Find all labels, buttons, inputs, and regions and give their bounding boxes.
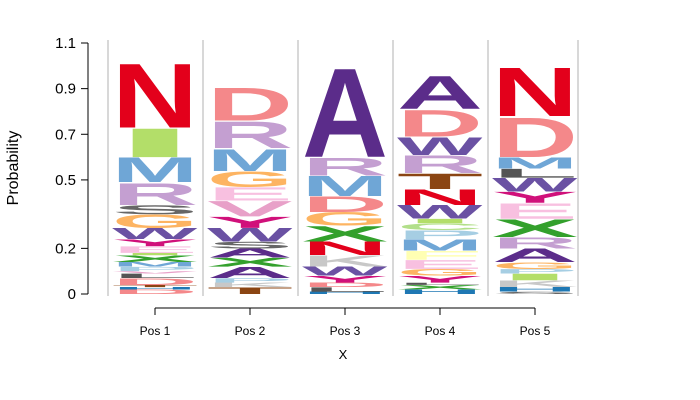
logo-letter-A: A <box>207 246 293 260</box>
y-tick-label: 0.5 <box>55 172 76 189</box>
logo-letter-S: S <box>112 203 198 217</box>
axes-layer: 0 0.2 0.5 0.7 0.9 1.1 Pos 1 Pos 2 Pos 3 Pos 4 Pos … <box>55 35 551 338</box>
logo-letter-P: P <box>397 228 483 242</box>
logo-letter-V: V <box>112 271 198 275</box>
logo-letter-D: D <box>302 192 388 217</box>
logo-letter-Y: Y <box>302 274 388 285</box>
logo-letter-E: E <box>112 244 198 255</box>
logo-letter-W: W <box>397 202 483 223</box>
x-tick-label: Pos 4 <box>425 324 456 338</box>
logo-letter-K: K <box>302 252 388 270</box>
logo-letter-H: H <box>397 288 483 295</box>
logo-letter-D: D <box>112 276 198 287</box>
logo-letter-C: C <box>397 222 483 233</box>
logo-letter-X: X <box>397 284 483 291</box>
logo-letter-M: M <box>492 154 578 172</box>
logo-letter-L: L <box>397 282 483 286</box>
logo-letter-N: N <box>492 53 578 131</box>
logo-letter-R: R <box>207 114 293 157</box>
x-tick-label: Pos 1 <box>140 324 171 338</box>
logo-letter-E: E <box>207 183 293 204</box>
logo-letter-D: D <box>302 281 388 288</box>
logo-letter-G: G <box>397 267 483 278</box>
logo-letter-M: M <box>207 143 293 178</box>
logo-letter-N: N <box>397 185 483 210</box>
logo-letter-I: I <box>112 252 198 256</box>
x-tick-label: Pos 2 <box>235 324 266 338</box>
logo-letter-I: I <box>397 218 483 225</box>
logo-letter-N: N <box>302 238 388 259</box>
y-axis-title: Probability <box>5 131 22 206</box>
logo-letter-D: D <box>207 78 293 131</box>
logo-letter-P: P <box>207 277 293 284</box>
logo-letter-I: I <box>492 272 578 283</box>
logo-letter-W: W <box>302 264 387 278</box>
x-tick-label: Pos 5 <box>520 324 551 338</box>
logo-letter-W: W <box>207 224 293 245</box>
logo-letter-E: E <box>397 258 483 272</box>
logo-letter-R: R <box>492 234 578 252</box>
logo-letter-V: V <box>207 196 293 221</box>
logo-letter-L: L <box>302 286 388 293</box>
logo-letter-N: N <box>112 44 198 147</box>
logo-letter-K: K <box>492 279 578 290</box>
x-axis-title: X <box>339 347 348 362</box>
logo-letter-T: T <box>112 284 198 288</box>
logo-letter-I: I <box>112 120 198 166</box>
x-tick-label: Pos 3 <box>330 324 361 338</box>
logo-letter-W: W <box>492 174 578 195</box>
logo-letter-R: R <box>112 177 198 212</box>
logo-letter-T: T <box>397 169 483 194</box>
logo-letter-M: M <box>302 170 388 202</box>
logo-letter-K: K <box>207 281 293 288</box>
logo-letter-D: D <box>397 102 483 145</box>
logo-letter-T: T <box>207 286 293 297</box>
logo-letter-H: H <box>112 287 198 291</box>
logo-letter-X: X <box>302 221 388 246</box>
logo-letter-E: E <box>492 199 578 224</box>
logo-letter-X: X <box>207 255 293 269</box>
logo-letter-L: L <box>492 166 578 180</box>
y-tick-label: 1.1 <box>55 35 76 52</box>
logo-letter-Y: Y <box>112 238 198 249</box>
logo-letter-S: S <box>492 291 578 295</box>
logo-letter-G: G <box>207 167 293 192</box>
logo-letter-G: G <box>302 208 388 229</box>
logo-letter-Y: Y <box>207 214 293 232</box>
logo-letter-A: A <box>302 44 388 185</box>
logo-letter-A: A <box>207 264 293 282</box>
logo-letter-X: X <box>112 254 198 265</box>
glyph-layer: DHTDLVPMXIEYWGSRMINTKPAXASWYVEGMRDHLDYWK… <box>107 40 579 297</box>
y-tick-label: 0.7 <box>55 126 76 143</box>
logo-letter-Y: Y <box>492 189 578 207</box>
y-tick-label: 0 <box>68 286 76 303</box>
logo-letter-G: G <box>112 211 198 232</box>
logo-letter-P: P <box>492 268 578 275</box>
logo-letter-W: W <box>397 132 483 160</box>
y-tick-label: 0.9 <box>55 81 76 98</box>
logo-letter-M: M <box>397 236 483 254</box>
y-tick-label: 0.2 <box>55 240 76 257</box>
logo-letter-L: L <box>112 272 198 279</box>
logo-letter-R: R <box>302 153 388 181</box>
logo-letter-X: X <box>492 214 578 242</box>
logo-letter-A: A <box>492 245 578 266</box>
logo-letter-M: M <box>112 261 198 268</box>
logo-letter-G: G <box>492 260 578 271</box>
logo-letter-R: R <box>397 150 483 178</box>
logo-letter-A: A <box>397 67 483 120</box>
logo-letter-D: D <box>492 105 578 169</box>
logo-letter-D: D <box>112 288 198 295</box>
logo-letter-Y: Y <box>397 274 483 285</box>
logo-letter-H: H <box>302 291 388 295</box>
logo-letter-M: M <box>112 151 198 190</box>
logo-letter-H: H <box>492 286 578 293</box>
logo-letter-W: W <box>112 225 198 243</box>
logo-letter-F: F <box>397 248 483 262</box>
logo-letter-S: S <box>207 240 293 251</box>
logo-letter-P: P <box>112 265 198 272</box>
